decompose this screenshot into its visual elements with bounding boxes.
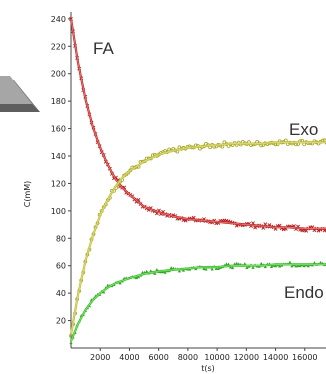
data-point [230,266,235,270]
y-tick-label: 60 [56,262,66,271]
x-axis-ticks: 2000 4000 6000 8000 10000 12000 14000 16000 [90,348,318,362]
y-tick-label: 20 [56,317,66,326]
y-axis-ticks: 20 40 60 80 100 120 140 160 180 200 220 240 [51,15,71,326]
data-point [228,265,233,269]
series-line-highlight [70,264,326,342]
x-tick-label: 6000 [148,353,168,362]
y-tick-label: 140 [51,152,66,161]
data-point [163,270,167,274]
data-point [204,267,208,271]
x-tick-label: 14000 [263,353,288,362]
data-point [290,264,294,268]
x-axis-label: t(s) [201,364,215,373]
data-point [269,265,274,269]
data-point [177,269,182,273]
data-point [296,264,300,268]
x-tick-label: 2000 [90,353,110,362]
annotation-fa: FA [93,39,114,58]
data-point [145,269,149,273]
y-tick-label: 120 [51,179,66,188]
data-point [118,281,122,285]
data-point [140,270,145,274]
annotation-exo: Exo [289,120,318,139]
data-point [288,260,292,264]
data-point [259,261,263,265]
data-point [216,266,220,270]
data-point [263,265,267,269]
x-tick-label: 16000 [292,353,317,362]
data-point [278,264,282,268]
series-layer [69,16,326,345]
data-point [306,264,310,268]
axes [70,12,326,349]
series-line [69,263,326,342]
data-point [202,267,206,271]
data-point [318,260,323,264]
data-point [210,267,214,271]
x-tick-label: 8000 [178,353,198,362]
y-tick-label: 80 [56,234,66,243]
data-point [136,275,141,279]
data-point [134,276,139,280]
data-point [102,290,106,294]
data-point [214,267,218,271]
data-point [224,262,229,266]
data-point [273,264,278,268]
series-line [69,141,326,335]
data-point [243,262,247,266]
y-tick-label: 160 [51,125,66,134]
data-point [235,261,239,265]
annotation-endo: Endo [284,283,324,302]
series-endo [69,260,326,345]
series-exo [69,138,326,338]
y-tick-label: 200 [51,70,66,79]
y-tick-label: 240 [51,15,66,24]
y-tick-label: 180 [51,97,66,106]
data-point [298,264,302,268]
y-axis-label: C(mM) [23,181,32,208]
x-tick-label: 4000 [119,353,139,362]
series-line-highlight [70,142,326,335]
data-point [181,268,186,272]
series-fa [69,16,326,233]
y-tick-label: 100 [51,207,66,216]
data-point [226,262,231,266]
y-tick-label: 40 [56,289,66,298]
data-point [251,265,255,269]
data-point [153,271,157,275]
x-tick-label: 10000 [204,353,229,362]
data-point [302,264,306,268]
data-point [169,266,173,270]
prism-graphic [0,76,40,112]
x-tick-label: 12000 [234,353,259,362]
y-tick-label: 220 [51,42,66,51]
data-point [245,266,249,270]
series-line-highlight [70,18,326,229]
data-point [155,268,159,272]
data-point [69,341,73,345]
